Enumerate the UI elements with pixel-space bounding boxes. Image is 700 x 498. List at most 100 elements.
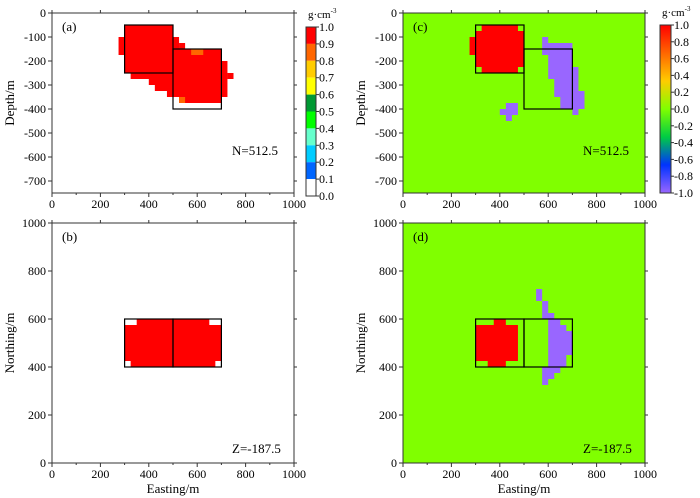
y-tick-label: -400 — [375, 102, 397, 116]
y-tick-label: 0 — [391, 456, 397, 470]
y-tick-label: -600 — [24, 150, 46, 164]
x-tick-label: 0 — [400, 197, 406, 211]
y-axis-label: Northing/m — [353, 313, 368, 374]
x-tick-label: 600 — [539, 467, 557, 481]
density-cell — [475, 31, 524, 67]
colorbar-unit-base: g·cm — [308, 9, 331, 21]
x-axis-label: Easting/m — [498, 481, 551, 496]
density-cell — [227, 73, 234, 79]
model-outline-box — [172, 48, 223, 110]
density-cell — [173, 49, 222, 97]
y-tick-label: -700 — [375, 174, 397, 188]
y-tick-label: 400 — [28, 360, 46, 374]
colorbar-tick-label: 0.8 — [674, 35, 689, 49]
y-tick-label: -300 — [375, 78, 397, 92]
colorbar-tick-label: 0.6 — [674, 52, 689, 66]
x-tick-label: 1000 — [633, 467, 657, 481]
y-axis-label: Depth/m — [2, 80, 17, 126]
colorbar-unit: g·cm-3 — [662, 5, 691, 19]
y-tick-label: 1000 — [373, 216, 397, 230]
y-tick-label: 600 — [28, 312, 46, 326]
y-tick-label: 800 — [28, 264, 46, 278]
colorbar-unit: g·cm-3 — [308, 7, 337, 21]
x-tick-label: 1000 — [633, 197, 657, 211]
density-cell — [475, 325, 518, 361]
colorbar-gradient — [660, 25, 671, 193]
colorbar-tick-label: 1.0 — [319, 20, 334, 34]
colorbar-tick-label: 0.4 — [319, 121, 334, 135]
model-outline-box — [523, 318, 574, 368]
x-tick-label: 200 — [442, 197, 460, 211]
colorbar-tick-label: 0.2 — [674, 85, 689, 99]
density-cell — [505, 103, 518, 109]
x-tick-label: 400 — [491, 467, 509, 481]
slice-annotation: N=512.5 — [232, 143, 278, 158]
density-cell — [505, 115, 512, 121]
density-cell — [209, 319, 222, 325]
x-tick-label: 0 — [49, 467, 55, 481]
colorbar-tick-label: 1.0 — [674, 18, 689, 32]
colorbar-bin — [306, 77, 316, 95]
y-tick-label: 400 — [379, 360, 397, 374]
panel-b: 0 200 400 600 800 1000 0 200 400 600 800 1000 (b) Z=-… — [2, 216, 306, 496]
y-tick-label: 0 — [40, 6, 46, 20]
density-cell — [548, 355, 567, 367]
colorbar-tick-label: -0.8 — [674, 169, 693, 183]
colorbar-tick-label: 0.6 — [319, 88, 334, 102]
y-tick-label: 600 — [379, 312, 397, 326]
colorbar-bin — [306, 27, 316, 44]
y-tick-label: 0 — [391, 6, 397, 20]
panel-d: 0 200 400 600 800 1000 0 200 400 600 800 1000 (d) Z=-… — [353, 216, 657, 496]
density-cell — [542, 373, 555, 379]
colorbar-tick-label: 0.0 — [674, 102, 689, 116]
density-cell — [536, 289, 543, 301]
y-tick-label: -200 — [375, 54, 397, 68]
density-cell — [548, 319, 561, 325]
x-tick-label: 600 — [188, 467, 206, 481]
colorbar-tick-label: 0.7 — [319, 71, 334, 85]
colorbar-bin — [306, 43, 316, 61]
density-cell — [166, 91, 173, 97]
y-tick-label: 200 — [379, 408, 397, 422]
density-cell — [542, 301, 549, 313]
density-cell — [179, 43, 186, 49]
density-cell — [572, 67, 579, 91]
x-tick-label: 800 — [237, 197, 255, 211]
y-tick-label: -400 — [24, 102, 46, 116]
density-cell — [148, 79, 173, 85]
density-cell — [124, 361, 131, 367]
panel-label: (b) — [62, 229, 77, 244]
y-tick-label: -100 — [375, 30, 397, 44]
colorbar-tick-label: 0.3 — [319, 138, 334, 152]
density-cell — [548, 325, 567, 331]
y-axis-label: Depth/m — [353, 80, 368, 126]
colorbar-tick-label: 0.2 — [319, 155, 334, 169]
density-cell — [548, 331, 573, 355]
density-cell — [179, 97, 186, 103]
y-tick-label: -300 — [24, 78, 46, 92]
density-cell — [542, 367, 561, 373]
colorbar-tick-label: -0.4 — [674, 136, 693, 150]
density-cell — [215, 361, 222, 367]
y-tick-label: 800 — [379, 264, 397, 278]
density-cell — [124, 25, 173, 73]
model-outline-box — [523, 48, 574, 110]
density-cell — [542, 313, 555, 319]
colorbar-bin — [306, 162, 316, 180]
density-cell — [124, 319, 137, 325]
colorbar-tick-label: 0.5 — [319, 105, 334, 119]
y-tick-label: -100 — [24, 30, 46, 44]
colorbar-tick-label: -1.0 — [674, 186, 693, 200]
panel-a: 0 200 400 600 800 1000 0 -100 -200 -300 -400 -500 -6… — [2, 6, 337, 211]
colorbar-tick-label: 0.9 — [319, 37, 334, 51]
colorbar-bin — [306, 179, 316, 196]
x-tick-label: 400 — [140, 197, 158, 211]
density-cell — [487, 361, 506, 367]
colorbar: 1.0 0.8 0.6 0.4 0.2 0.0 -0.2 -0.4 -0.6 -0.8 -1.0 g·… — [659, 5, 693, 200]
colorbar-tick-label: 0.1 — [319, 172, 334, 186]
density-cell — [572, 91, 585, 109]
y-tick-label: 0 — [40, 456, 46, 470]
colorbar: 1.0 0.9 0.8 0.7 0.6 0.5 0.4 0.3 0.2 0.1 0.0 g·cm-3 — [305, 7, 337, 203]
y-tick-label: 1000 — [22, 216, 46, 230]
